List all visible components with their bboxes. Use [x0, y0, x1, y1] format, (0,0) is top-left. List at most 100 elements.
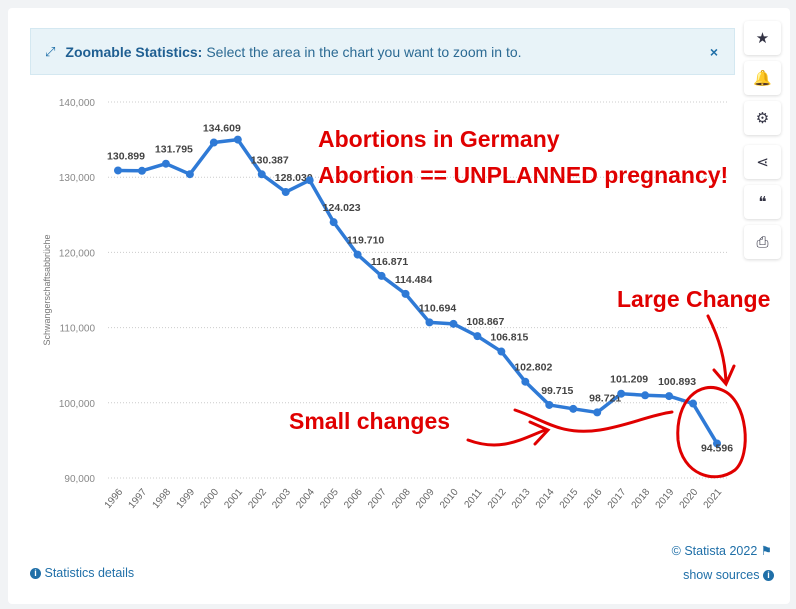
x-tick-label: 1996 — [103, 487, 126, 511]
large-change-arrow — [706, 314, 736, 387]
data-point — [329, 218, 338, 227]
data-point — [281, 188, 290, 197]
data-label: 128.030 — [275, 172, 313, 184]
x-tick-label: 2020 — [678, 487, 701, 511]
annotation-small-changes: Small changes — [289, 408, 451, 434]
zoom-banner: ⤢ Zoomable Statistics: Select the area i… — [30, 28, 735, 75]
data-label: 99.715 — [541, 385, 573, 397]
close-banner-button[interactable]: × — [709, 43, 718, 60]
data-point — [209, 138, 218, 147]
data-label: 130.387 — [251, 154, 289, 166]
data-label: 100.893 — [658, 376, 696, 388]
y-tick-label: 120,000 — [59, 248, 96, 259]
copyright-text: © Statista 2022 — [671, 544, 758, 558]
x-tick-label: 2006 — [342, 487, 365, 511]
x-tick-label: 2005 — [318, 487, 341, 511]
x-tick-label: 2013 — [510, 487, 533, 511]
flag-icon: ⚑ — [760, 544, 772, 558]
data-point — [233, 135, 242, 144]
data-label: 116.871 — [371, 256, 409, 268]
x-tick-label: 2015 — [558, 487, 581, 511]
data-point — [305, 176, 314, 185]
x-tick-label: 2014 — [534, 487, 557, 511]
gear-button[interactable]: ⚙ — [744, 101, 781, 135]
data-point — [425, 318, 434, 327]
data-label: 94.596 — [701, 442, 733, 454]
x-tick-label: 2000 — [198, 487, 221, 511]
data-point — [114, 166, 122, 175]
data-point — [713, 439, 721, 448]
x-tick-label: 2009 — [414, 487, 437, 511]
share-icon: ⋖ — [756, 154, 769, 171]
data-point — [473, 332, 482, 341]
data-point — [449, 319, 458, 328]
data-label: 119.710 — [347, 235, 385, 247]
info-icon: i — [763, 570, 774, 582]
data-label: 114.484 — [395, 274, 433, 286]
data-label: 134.609 — [203, 123, 241, 135]
data-label: 131.795 — [155, 144, 193, 156]
details-text: Statistics details — [44, 566, 135, 580]
x-tick-label: 1997 — [127, 487, 150, 511]
print-icon: ⎙ — [756, 233, 769, 251]
data-point — [185, 170, 194, 179]
x-tick-label: 2004 — [294, 487, 317, 511]
data-point — [641, 391, 650, 400]
data-point — [617, 389, 626, 398]
data-point — [689, 399, 698, 408]
x-tick-label: 2011 — [462, 487, 485, 511]
x-tick-label: 2021 — [702, 487, 725, 511]
annotation-subtitle: Abortion == UNPLANNED pregnancy! — [318, 162, 729, 188]
banner-title: Zoomable Statistics: — [65, 43, 203, 60]
x-tick-label: 2010 — [438, 487, 461, 511]
x-tick-label: 1998 — [150, 487, 173, 511]
data-label: 124.023 — [323, 202, 361, 214]
data-point — [161, 159, 170, 168]
share-button[interactable]: ⋖ — [744, 145, 781, 179]
y-tick-label: 100,000 — [59, 399, 96, 410]
x-tick-label: 2001 — [222, 487, 245, 511]
x-tick-label: 2019 — [654, 487, 677, 511]
bell-button[interactable]: 🔔 — [744, 61, 781, 95]
bell-icon: 🔔 — [753, 70, 772, 87]
x-tick-label: 2016 — [582, 487, 605, 511]
y-tick-label: 130,000 — [59, 173, 96, 184]
data-label: 98.721 — [589, 392, 621, 404]
x-tick-label: 2008 — [390, 487, 413, 511]
data-label: 110.694 — [419, 302, 457, 314]
copyright[interactable]: © Statista 2022 ⚑ — [672, 543, 772, 558]
statistics-details-link[interactable]: i Statistics details — [30, 566, 134, 580]
data-point — [257, 170, 266, 179]
data-point — [377, 271, 386, 280]
data-label: 101.209 — [610, 374, 648, 386]
data-point — [593, 408, 602, 417]
small-changes-arrow — [466, 408, 674, 447]
quote-button[interactable]: ❝ — [744, 185, 781, 219]
y-axis-label: Schwangerschaftsabbrüche — [42, 234, 52, 345]
x-tick-label: 1999 — [174, 487, 197, 511]
star-button[interactable]: ★ — [744, 21, 781, 55]
gear-icon: ⚙ — [755, 110, 770, 127]
data-point — [137, 166, 146, 175]
data-point — [401, 289, 410, 298]
data-point — [497, 347, 506, 356]
quote-icon: ❝ — [758, 194, 767, 211]
large-change-circle — [676, 386, 747, 479]
expand-icon: ⤢ — [45, 43, 56, 59]
y-tick-label: 140,000 — [59, 98, 96, 109]
print-button[interactable]: ⎙ — [744, 225, 781, 259]
sources-text: show sources — [683, 568, 760, 582]
x-tick-label: 2018 — [630, 487, 653, 511]
x-tick-label: 2007 — [366, 487, 389, 511]
data-label: 108.867 — [466, 316, 504, 328]
y-tick-label: 90,000 — [64, 474, 95, 485]
annotation-title: Abortions in Germany — [318, 126, 560, 152]
show-sources-link[interactable]: show sources i — [683, 568, 774, 582]
data-label: 102.802 — [514, 362, 552, 374]
info-icon: i — [30, 568, 41, 580]
x-tick-label: 2003 — [270, 487, 293, 511]
chart-card — [8, 8, 790, 604]
data-point — [521, 377, 530, 386]
data-label: 130.899 — [107, 150, 145, 162]
